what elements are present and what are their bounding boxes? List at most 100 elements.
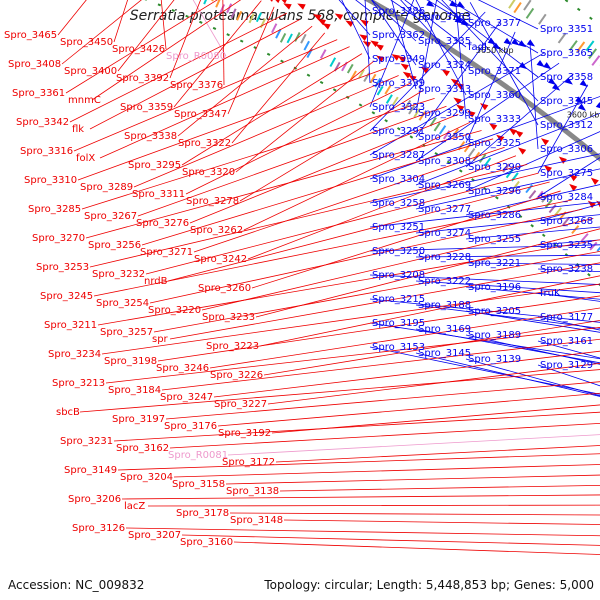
left-gene-label: Spro_3271 (140, 247, 193, 258)
left-gene-label: Spro_3211 (44, 320, 97, 331)
feature-bar (502, 163, 510, 173)
right-gene-label: fruK (540, 288, 561, 299)
left-gene-label: Spro_3322 (178, 138, 231, 149)
left-label-line (283, 519, 600, 525)
right-label-line (415, 280, 600, 294)
forward-gene-arrow (511, 38, 520, 46)
feature-bar (535, 190, 544, 200)
reverse-gene-arrow (283, 3, 292, 10)
left-label-line (233, 541, 600, 555)
right-gene-label: Spro_3363 (418, 12, 471, 23)
left-gene-label: Spro_3392 (116, 73, 169, 84)
left-gene-label: spr (152, 334, 169, 345)
left-label-line (89, 163, 528, 268)
left-label-line (279, 484, 600, 492)
right-gene-label: Spro_3335 (418, 36, 471, 47)
left-label-line (160, 0, 167, 50)
left-label-line (81, 98, 435, 210)
left-gene-label: Spro_3257 (100, 327, 153, 338)
right-label-line (465, 286, 600, 300)
genome-backbone (363, 0, 600, 162)
right-gene-label: Spro_3312 (540, 120, 593, 131)
feature-bar (219, 4, 226, 15)
feature-bar (376, 85, 384, 96)
right-gene-label: Spro_3238 (540, 264, 593, 275)
left-gene-label: Spro_3295 (128, 160, 181, 171)
backbone-layer (363, 0, 600, 162)
forward-gene-arrow (547, 77, 557, 86)
right-label-line (415, 21, 501, 138)
left-label-line (213, 350, 600, 398)
left-label-line (137, 105, 447, 217)
feature-bar (438, 125, 447, 135)
right-gene-label: Spro_3299 (418, 108, 471, 119)
left-label-line (105, 327, 600, 384)
left-label-line (161, 338, 600, 391)
right-label-line (465, 131, 600, 192)
right-gene-label: Spro_3255 (468, 234, 521, 245)
right-gene-label: Spro_3139 (468, 354, 521, 365)
left-label-line (91, 0, 242, 101)
right-label-line (415, 214, 600, 234)
reverse-gene-arrow (453, 97, 462, 105)
right-gene-label: Spro_3188 (418, 300, 471, 311)
reverse-gene-arrow (489, 123, 498, 131)
left-gene-label: Spro_3376 (170, 80, 223, 91)
right-gene-label: Spro_3349 (372, 54, 425, 65)
left-gene-label: Spro_3247 (160, 392, 213, 403)
right-gene-label: Spro_3291 (372, 126, 425, 137)
left-gene-label: sbcB (56, 407, 80, 418)
right-label-line (400, 0, 467, 72)
left-label-line (113, 411, 600, 442)
left-label-line (145, 172, 539, 275)
left-gene-label: Spro_3242 (194, 254, 247, 265)
right-gene-label: Spro_3196 (468, 282, 521, 293)
reverse-gene-arrow (322, 23, 331, 30)
feature-bar (513, 2, 522, 14)
left-label-line (201, 218, 594, 311)
right-gene-label: Spro_3290 (468, 162, 521, 173)
left-gene-label: Spro_3149 (64, 465, 117, 476)
forward-gene-arrow (456, 1, 465, 9)
right-label-line (415, 352, 600, 397)
left-gene-label: Spro_3361 (12, 88, 65, 99)
feature-bar (511, 172, 519, 182)
right-gene-label: Spro_3377 (468, 18, 521, 29)
right-label-line (469, 2, 539, 126)
left-gene-label: Spro_3226 (210, 370, 263, 381)
left-label-line (133, 75, 399, 188)
left-gene-label: Spro_3426 (112, 44, 165, 55)
left-label-line (141, 138, 494, 246)
reverse-gene-arrow (334, 13, 344, 20)
feature-bar (523, 0, 532, 11)
left-label-line (243, 121, 471, 231)
reverse-gene-arrow (408, 74, 417, 82)
reverse-gene-arrow (360, 19, 369, 27)
right-label-line (537, 84, 589, 174)
left-label-line (167, 181, 550, 282)
left-label-line (275, 445, 600, 463)
right-gene-label: Spro_3195 (372, 318, 425, 329)
right-label-line (455, 0, 467, 120)
right-gene-label: Spro_3286 (468, 210, 521, 221)
right-label-line (371, 0, 417, 66)
right-label-line (355, 0, 371, 12)
feature-bar (544, 199, 553, 209)
right-label-line (369, 346, 600, 395)
right-gene-label: Spro_3296 (468, 186, 521, 197)
left-gene-label: flk (72, 124, 84, 135)
feature-layer (203, 0, 600, 252)
left-label-line (271, 404, 600, 434)
left-gene-label: Spro_3310 (24, 175, 77, 186)
left-gene-label: Spro_3320 (182, 167, 235, 178)
left-label-line (77, 67, 387, 181)
forward-gene-arrow (579, 79, 588, 88)
feature-bar (562, 216, 571, 226)
left-gene-label: Spro_3126 (72, 523, 125, 534)
feature-bar (226, 3, 233, 14)
right-label-line (477, 0, 539, 30)
right-label-line (371, 0, 417, 42)
reverse-gene-arrow (345, 20, 354, 27)
left-gene-label: Spro_3231 (60, 436, 113, 447)
